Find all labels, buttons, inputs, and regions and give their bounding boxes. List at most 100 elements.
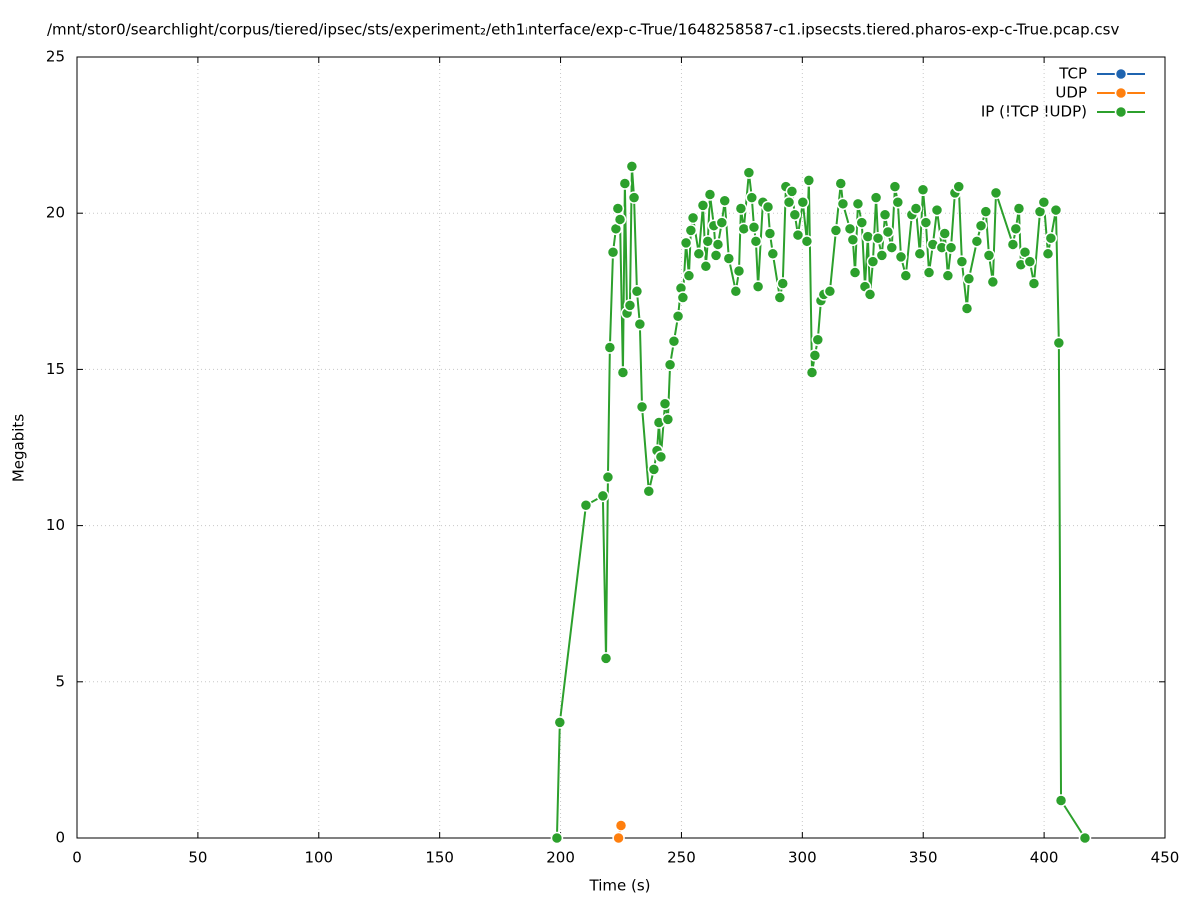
data-point: [805, 366, 819, 379]
data-point: [919, 216, 933, 229]
data-point: [955, 255, 969, 268]
data-point: [782, 196, 796, 209]
data-point: [635, 400, 649, 414]
data-point: [869, 191, 883, 204]
x-tick-label: 350: [909, 849, 938, 867]
data-point: [811, 333, 825, 346]
data-point: [732, 264, 746, 278]
data-point: [611, 202, 625, 215]
data-point: [944, 241, 958, 254]
data-point: [616, 366, 630, 379]
data-point: [763, 227, 777, 240]
chart-title: /mnt/stor0/searchlight/corpus/tiered/ips…: [47, 21, 1119, 39]
data-point: [823, 285, 837, 298]
y-axis-label: Megabits: [10, 414, 28, 482]
data-point: [749, 235, 763, 248]
data-point: [1041, 247, 1055, 261]
data-point: [618, 177, 632, 190]
data-point: [888, 180, 902, 193]
data-point: [989, 186, 1003, 200]
data-point: [696, 199, 710, 212]
data-point: [658, 397, 672, 411]
legend-marker: [1114, 86, 1128, 100]
data-point: [960, 302, 974, 315]
data-point: [843, 222, 857, 236]
data-point: [684, 224, 698, 237]
data-point: [747, 221, 761, 234]
data-point: [970, 235, 984, 248]
legend-label: IP (!TCP !UDP): [981, 103, 1087, 121]
legend-label: UDP: [1055, 84, 1087, 102]
data-point: [722, 252, 736, 265]
data-point: [800, 235, 814, 248]
data-point: [703, 188, 717, 201]
data-point: [986, 275, 1000, 289]
data-point: [913, 247, 927, 261]
data-point: [834, 177, 848, 190]
data-point: [952, 180, 966, 193]
series-line: [555, 166, 1086, 839]
data-point: [785, 185, 799, 198]
legend-marker: [1114, 105, 1128, 119]
data-point: [550, 831, 564, 845]
data-point: [614, 819, 628, 832]
data-point: [875, 249, 889, 262]
data-point: [676, 291, 690, 304]
data-point: [1006, 238, 1020, 251]
data-point: [699, 260, 713, 273]
y-tick-label: 15: [46, 360, 65, 378]
data-point: [647, 463, 661, 476]
data-point: [808, 349, 822, 362]
x-tick-label: 200: [546, 849, 575, 867]
data-point: [776, 277, 789, 290]
data-point: [871, 231, 885, 245]
data-point: [1009, 222, 1023, 236]
data-point: [885, 241, 899, 254]
data-point: [866, 255, 880, 268]
data-point: [686, 211, 700, 225]
data-point: [623, 299, 637, 312]
data-point: [751, 280, 765, 293]
data-point: [718, 194, 731, 207]
data-point: [654, 450, 668, 464]
data-point: [791, 228, 805, 242]
x-tick-label: 100: [304, 849, 333, 867]
y-tick-label: 10: [46, 516, 65, 534]
data-point: [603, 341, 617, 354]
x-tick-label: 0: [72, 849, 82, 867]
data-point: [729, 285, 743, 298]
data-point: [745, 191, 759, 204]
y-tick-label: 5: [55, 672, 65, 690]
data-point: [788, 208, 802, 222]
data-point: [633, 317, 647, 331]
data-point: [891, 196, 905, 209]
data-point: [671, 310, 685, 323]
legend-marker: [1114, 67, 1128, 81]
data-point: [709, 249, 723, 262]
data-point: [1049, 203, 1063, 217]
data-point: [715, 216, 729, 229]
data-point: [701, 235, 715, 248]
y-tick-label: 0: [55, 829, 65, 847]
data-point: [1012, 202, 1026, 215]
data-point: [863, 288, 877, 301]
data-point: [613, 213, 627, 226]
data-point: [630, 285, 644, 298]
data-point: [922, 266, 936, 279]
data-point: [851, 197, 865, 211]
data-point: [878, 208, 892, 222]
data-point: [899, 269, 913, 282]
data-point: [625, 160, 639, 173]
data-point: [802, 174, 816, 187]
data-point: [596, 489, 610, 503]
data-point: [1054, 794, 1068, 807]
data-point: [982, 249, 996, 262]
data-point: [773, 291, 787, 304]
y-tick-label: 20: [46, 204, 65, 222]
data-point: [836, 197, 850, 211]
x-tick-label: 450: [1151, 849, 1180, 867]
data-point: [742, 166, 756, 179]
data-point: [599, 652, 613, 665]
